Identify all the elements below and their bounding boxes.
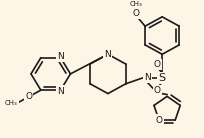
Text: S: S xyxy=(159,73,166,83)
Text: N: N xyxy=(104,50,111,59)
Text: O: O xyxy=(154,86,161,95)
Text: CH₃: CH₃ xyxy=(5,100,18,106)
Text: O: O xyxy=(25,92,32,101)
Text: O: O xyxy=(154,60,161,69)
Text: N: N xyxy=(57,87,64,95)
Text: N: N xyxy=(144,73,151,82)
Text: CH₃: CH₃ xyxy=(130,1,143,7)
Text: N: N xyxy=(57,52,64,61)
Text: O: O xyxy=(155,116,162,125)
Text: O: O xyxy=(133,9,140,18)
